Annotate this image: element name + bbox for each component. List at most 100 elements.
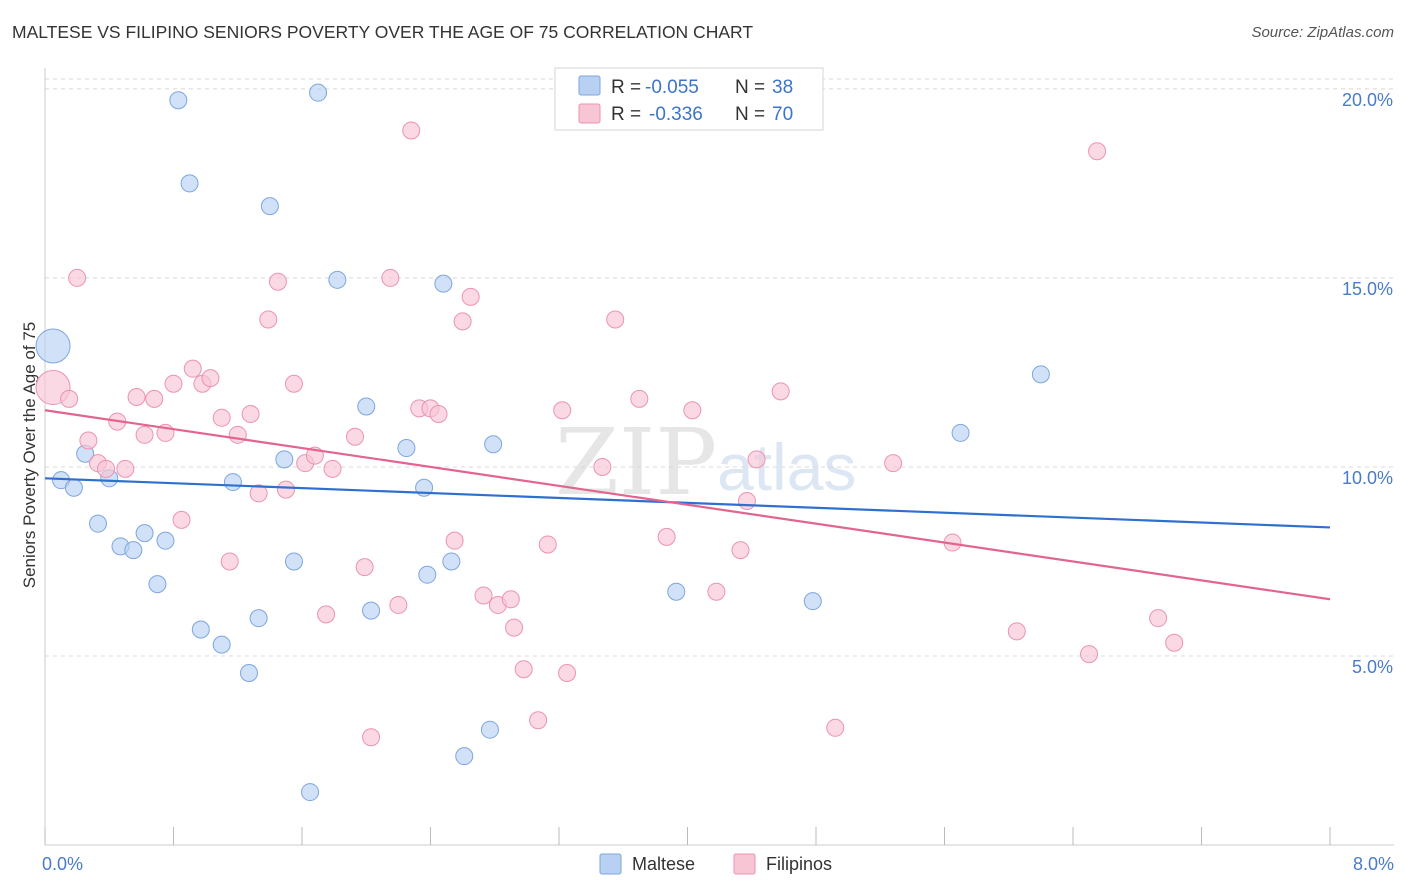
data-point-filipinos [553,401,572,420]
data-point-filipinos [474,586,493,605]
data-point-filipinos [362,728,381,747]
data-point-filipinos [284,374,303,393]
data-point-filipinos [657,527,676,546]
data-point-filipinos [183,359,202,378]
data-point-filipinos [97,459,116,478]
y-axis-title: Seniors Poverty Over the Age of 75 [20,322,39,588]
legend-swatch-filipinos [578,103,601,124]
bottom-legend-label-filipinos: Filipinos [766,854,832,874]
data-point-maltese [284,552,303,571]
legend-r-value: -0.336 [649,104,703,125]
data-point-maltese [124,541,143,560]
data-point-maltese [455,747,474,766]
data-point-maltese [180,174,199,193]
data-point-maltese [357,397,376,416]
data-point-filipinos [79,431,98,450]
gridlines [45,78,1394,657]
data-point-filipinos [127,388,146,407]
y-tick-labels: 5.0% 10.0% 15.0% 20.0% [1342,90,1393,677]
data-point-maltese [667,582,686,601]
data-point-filipinos [135,425,154,444]
data-point-maltese [191,620,210,639]
data-point-filipinos [461,287,480,306]
watermark-atlas: atlas [717,430,856,504]
data-point-maltese [418,565,437,584]
data-point-maltese [309,83,328,102]
bottom-legend-label-maltese: Maltese [632,854,695,874]
data-point-filipinos [276,480,295,499]
data-point-maltese [89,514,108,533]
data-point-filipinos [514,660,533,679]
legend-r-label: R = [611,77,641,98]
bottom-legend-swatch-maltese [599,853,622,875]
x-tick-label-max: 8.0% [1353,854,1394,874]
data-point-filipinos [501,590,520,609]
source-label: Source: ZipAtlas.com [1251,24,1394,41]
data-point-filipinos [558,663,577,682]
data-point-maltese [362,601,381,620]
data-point-filipinos [1165,633,1184,652]
data-point-filipinos [1080,645,1099,664]
legend-n-value: 70 [772,104,793,125]
data-point-maltese [135,524,154,543]
data-point-filipinos [529,711,548,730]
legend: R = -0.055 N = 38 R = -0.336 N = 70 [554,67,824,131]
legend-n-value: 38 [772,77,793,98]
data-point-filipinos [201,369,220,388]
data-point-maltese [480,720,499,739]
data-point-filipinos [606,310,625,329]
data-point-filipinos [60,389,79,408]
y-tick-label: 20.0% [1342,90,1393,110]
data-point-filipinos [1149,609,1168,628]
y-tick-label: 10.0% [1342,468,1393,488]
data-point-filipinos [505,618,524,637]
legend-r-value: -0.055 [645,77,699,98]
data-point-maltese [1031,365,1050,384]
data-point-filipinos [381,268,400,287]
trend-line-maltese [44,477,1331,529]
data-point-filipinos [884,454,903,473]
data-point-filipinos [593,457,612,476]
legend-n-label: N = [735,77,765,98]
data-point-filipinos [538,535,557,554]
data-point-filipinos [249,484,268,503]
data-point-maltese [249,609,268,628]
data-point-maltese [397,439,416,458]
data-point-filipinos [228,425,247,444]
data-point-maltese [64,478,83,497]
data-point-maltese [484,435,503,454]
data-point-maltese [260,197,279,216]
data-point-filipinos [164,374,183,393]
data-point-filipinos [346,427,365,446]
data-point-filipinos [220,552,239,571]
data-point-filipinos [737,491,756,510]
data-point-maltese [442,552,461,571]
data-point-filipinos [145,389,164,408]
legend-r-label: R = [611,104,641,125]
chart-title: MALTESE VS FILIPINO SENIORS POVERTY OVER… [12,22,754,42]
legend-swatch-maltese [578,75,601,96]
axes [44,68,1394,846]
data-point-filipinos [707,582,726,601]
trend-line-filipinos [44,409,1331,601]
data-point-maltese [328,270,347,289]
data-point-filipinos [317,605,336,624]
data-point-maltese [301,783,320,802]
data-point-filipinos [241,405,260,424]
data-point-filipinos [389,595,408,614]
data-point-filipinos [683,401,702,420]
data-point-filipinos [355,558,374,577]
data-point-filipinos [268,272,287,291]
data-point-filipinos [116,459,135,478]
data-point-filipinos [826,718,845,737]
data-point-filipinos [453,312,472,331]
data-point-filipinos [731,541,750,560]
data-point-filipinos [747,450,766,469]
data-point-filipinos [259,310,278,329]
bottom-legend-swatch-filipinos [733,853,756,875]
trend-lines [44,409,1331,601]
data-point-filipinos [212,408,231,427]
data-point-maltese [148,575,167,594]
data-point-maltese [951,423,970,442]
